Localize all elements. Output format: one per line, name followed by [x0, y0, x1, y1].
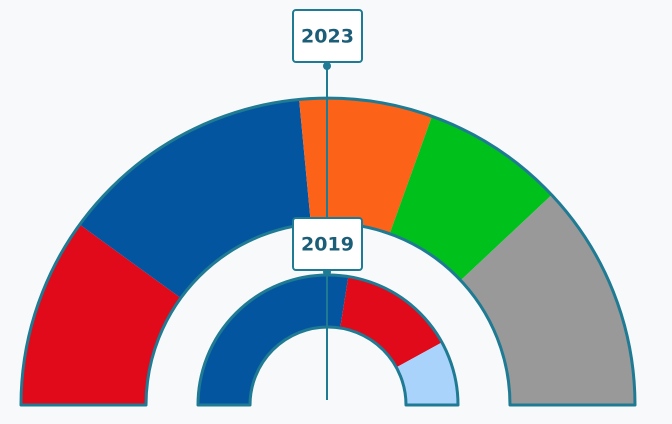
- ring-2023-segment-4[interactable]: [389, 116, 552, 281]
- label-2023-box: [292, 9, 363, 63]
- ring-2019-segment-3[interactable]: [396, 342, 458, 405]
- label-2023-text: 2023: [301, 26, 354, 48]
- label-2019: 2019: [292, 217, 363, 271]
- ring-2019-segment-2[interactable]: [340, 276, 442, 368]
- ring-2023-segment-2[interactable]: [79, 99, 311, 299]
- ring-2019-outline: [196, 273, 460, 407]
- label-2019-box: [292, 217, 363, 271]
- outer-ring-2023: [19, 96, 637, 407]
- inner-ring-2019: [196, 273, 460, 407]
- ring-2023-outline: [19, 96, 637, 407]
- ring-2023-segment-1[interactable]: [21, 224, 181, 405]
- label-2019-text: 2019: [301, 234, 354, 256]
- ring-2023-segment-3[interactable]: [299, 98, 432, 234]
- pointer-dot-2023: [323, 62, 331, 70]
- ring-2019-segment-1[interactable]: [198, 275, 349, 405]
- label-2023: 2023: [292, 9, 363, 63]
